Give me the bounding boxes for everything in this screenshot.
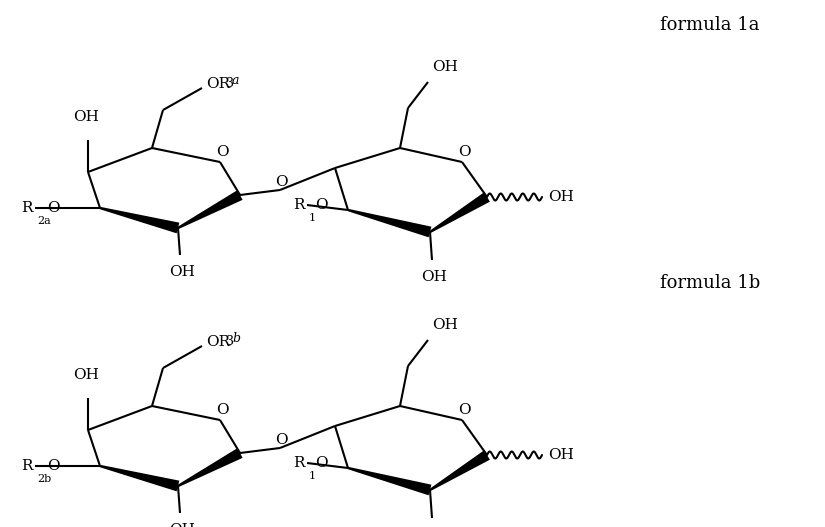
Polygon shape — [347, 467, 431, 495]
Polygon shape — [177, 448, 243, 487]
Text: OH: OH — [169, 523, 195, 527]
Text: OH: OH — [73, 368, 99, 382]
Text: OH: OH — [432, 60, 458, 74]
Text: 2b: 2b — [37, 474, 51, 484]
Text: OH: OH — [432, 318, 458, 332]
Polygon shape — [347, 209, 431, 237]
Text: O: O — [315, 198, 328, 212]
Text: O: O — [47, 201, 59, 215]
Polygon shape — [429, 192, 490, 233]
Text: a: a — [232, 74, 239, 87]
Text: O: O — [215, 403, 229, 417]
Text: OR: OR — [206, 335, 230, 349]
Text: OH: OH — [169, 265, 195, 279]
Text: O: O — [215, 145, 229, 159]
Text: O: O — [47, 459, 59, 473]
Polygon shape — [177, 190, 243, 229]
Text: O: O — [458, 403, 470, 417]
Text: O: O — [275, 175, 287, 189]
Text: 3: 3 — [226, 77, 234, 90]
Polygon shape — [100, 207, 179, 233]
Text: OH: OH — [548, 190, 574, 204]
Text: b: b — [232, 332, 240, 345]
Text: R: R — [294, 198, 305, 212]
Polygon shape — [100, 465, 179, 491]
Text: O: O — [315, 456, 328, 470]
Text: OH: OH — [73, 110, 99, 124]
Text: R: R — [294, 456, 305, 470]
Text: O: O — [275, 433, 287, 447]
Text: OH: OH — [421, 270, 447, 284]
Text: O: O — [458, 145, 470, 159]
Text: OH: OH — [548, 448, 574, 462]
Text: 2a: 2a — [37, 216, 51, 226]
Text: formula 1a: formula 1a — [660, 16, 760, 34]
Polygon shape — [429, 450, 490, 491]
Text: formula 1b: formula 1b — [660, 274, 761, 292]
Text: 3: 3 — [226, 335, 234, 348]
Text: R: R — [21, 459, 33, 473]
Text: R: R — [21, 201, 33, 215]
Text: OR: OR — [206, 77, 230, 91]
Text: 1: 1 — [309, 213, 316, 223]
Text: 1: 1 — [309, 471, 316, 481]
